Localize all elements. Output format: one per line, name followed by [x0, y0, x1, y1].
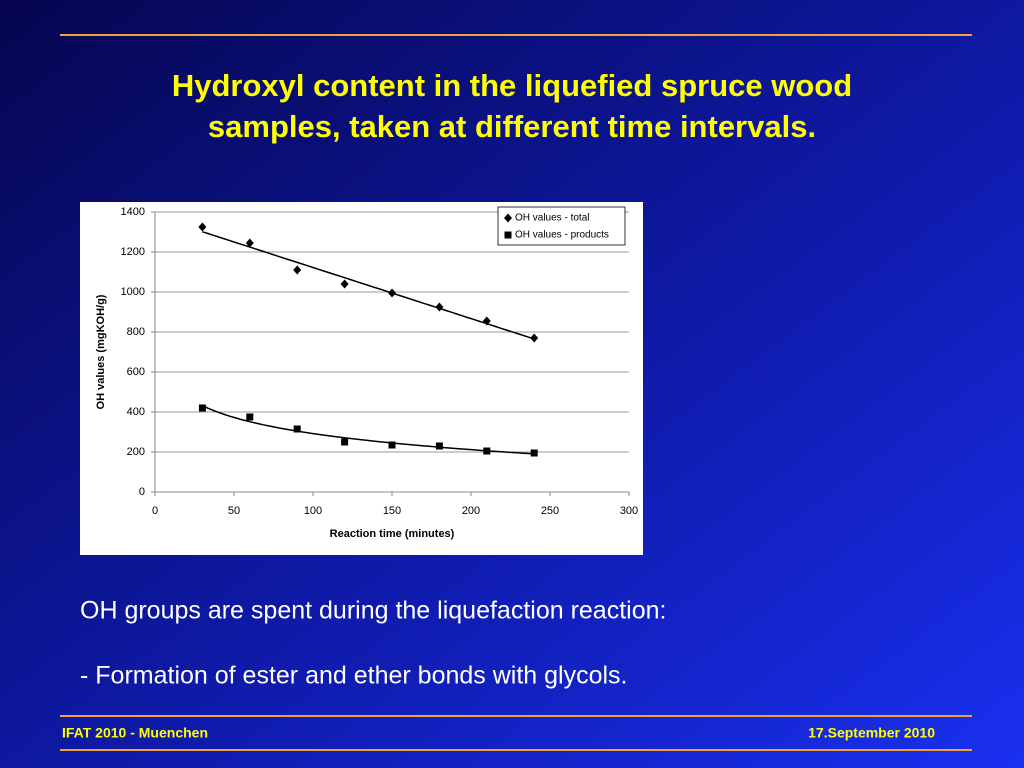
- marker: [246, 413, 254, 421]
- x-tick-label: 250: [541, 505, 559, 517]
- y-tick-label: 400: [127, 406, 145, 418]
- y-tick-label: 1000: [121, 286, 145, 298]
- marker: [340, 279, 349, 289]
- legend-label: OH values - total: [515, 213, 589, 224]
- marker: [293, 265, 302, 275]
- marker: [435, 442, 443, 450]
- x-tick-label: 150: [383, 505, 401, 517]
- x-tick-label: 300: [620, 505, 638, 517]
- y-tick-label: 1400: [121, 206, 145, 218]
- y-tick-label: 0: [139, 486, 145, 498]
- body-text: - Formation of ester and ether bonds wit…: [80, 662, 628, 690]
- slide-title: Hydroxyl content in the liquefied spruce…: [172, 68, 852, 103]
- marker: [198, 222, 207, 232]
- body-text: OH groups are spent during the liquefact…: [80, 597, 666, 625]
- y-axis-label: OH values (mgKOH/g): [95, 294, 107, 409]
- marker: [435, 302, 444, 312]
- marker: [245, 238, 254, 248]
- marker: [530, 333, 539, 343]
- x-tick-label: 100: [304, 505, 322, 517]
- y-tick-label: 800: [127, 326, 145, 338]
- marker: [388, 288, 396, 298]
- marker: [388, 441, 396, 449]
- y-tick-label: 600: [127, 366, 145, 378]
- chart: 0 200 400 600 800 1000 1200 1400 0 50 100 150 200 250…: [95, 206, 638, 540]
- x-tick-label: 200: [462, 505, 480, 517]
- legend-marker: [504, 213, 512, 223]
- marker: [341, 438, 349, 446]
- legend-box: [497, 206, 626, 246]
- legend-marker: [504, 231, 512, 239]
- trend-line: [202, 404, 535, 455]
- footer-text: 17.September 2010: [808, 725, 935, 741]
- x-tick-label: 50: [228, 505, 240, 517]
- marker: [293, 425, 301, 433]
- x-tick-label: 0: [152, 505, 158, 517]
- trend-line: [202, 231, 535, 340]
- slide-title: samples, taken at different time interva…: [208, 109, 816, 144]
- marker: [482, 316, 491, 326]
- y-tick-label: 1200: [121, 246, 145, 258]
- legend-label: OH values - products: [515, 230, 609, 241]
- marker: [483, 447, 491, 455]
- footer-text: IFAT 2010 - Muenchen: [62, 725, 208, 741]
- marker: [198, 404, 206, 412]
- x-axis-label: Reaction time (minutes): [330, 528, 455, 540]
- chart-area: [80, 202, 643, 555]
- y-tick-label: 200: [127, 446, 145, 458]
- marker: [530, 449, 538, 457]
